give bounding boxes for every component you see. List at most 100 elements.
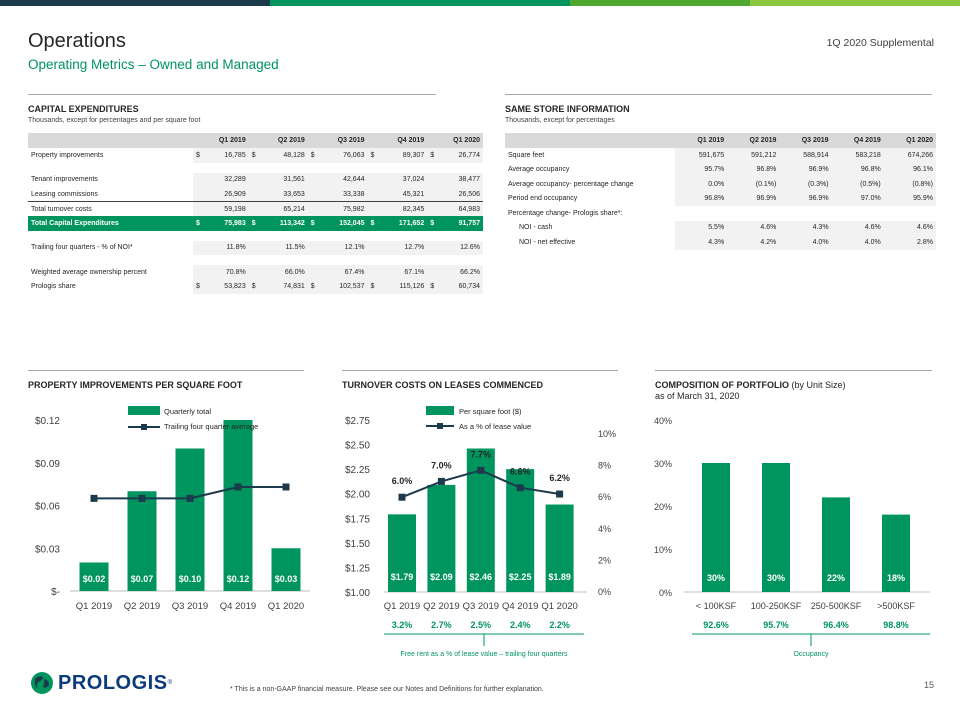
capex-cell: 32,289 bbox=[193, 172, 249, 187]
gap-cell bbox=[28, 231, 193, 241]
bar-value-label: $2.46 bbox=[470, 572, 493, 582]
same-store-cell-value: 96.8% bbox=[704, 195, 725, 203]
capex-cell-value: 171,652 bbox=[398, 219, 425, 227]
free-rent-value: 2.7% bbox=[431, 620, 452, 630]
bar-value-label: $0.02 bbox=[83, 574, 106, 584]
capex-cell-value: 53,823 bbox=[224, 283, 246, 291]
capex-cell: 26,506 bbox=[427, 187, 483, 202]
top-accent-bar bbox=[0, 0, 960, 6]
same-store-cell: 96.8% bbox=[831, 162, 884, 177]
legend-swatch-bar bbox=[128, 406, 160, 415]
capex-cell-value: 33,653 bbox=[283, 190, 305, 198]
x-tick-label: Q2 2019 bbox=[423, 601, 459, 612]
currency-symbol: $ bbox=[251, 219, 256, 227]
same-store-row-label: Square feet bbox=[508, 151, 545, 159]
same-store-cell-value: 591,675 bbox=[698, 151, 725, 159]
y-tick-label: 20% bbox=[654, 502, 672, 512]
capex-cell: 65,214 bbox=[248, 201, 308, 216]
y2-tick-label: 2% bbox=[598, 555, 611, 565]
capex-subheading: Thousands, except for percentages and pe… bbox=[28, 117, 201, 124]
same-store-cell: 4.3% bbox=[779, 220, 832, 235]
bar-value-label: $2.09 bbox=[430, 572, 453, 582]
bar bbox=[762, 463, 790, 592]
y-tick-label: $0.12 bbox=[35, 416, 60, 427]
bar bbox=[427, 484, 456, 592]
capex-row: Total turnover costs 59,198 65,214 75,982 82… bbox=[28, 201, 483, 216]
bar-value-label: $1.79 bbox=[391, 572, 414, 582]
currency-symbol: $ bbox=[310, 151, 315, 159]
y-tick-label: $1.50 bbox=[345, 539, 370, 550]
capex-cell-value: 45,321 bbox=[402, 190, 425, 198]
capex-cell: 75,982 bbox=[307, 201, 368, 216]
capex-cell: 11.5% bbox=[248, 240, 308, 255]
same-store-cell: 4.0% bbox=[779, 235, 832, 250]
same-store-cell-value: 4.0% bbox=[812, 238, 829, 246]
same-store-cell bbox=[675, 206, 727, 221]
bar-value-label: $0.03 bbox=[275, 574, 298, 584]
y-tick-label: $- bbox=[51, 587, 60, 598]
y-tick-label: 10% bbox=[654, 545, 672, 555]
same-store-row-label: Percentage change- Prologis share*: bbox=[508, 209, 623, 217]
same-store-cell bbox=[779, 206, 831, 221]
currency-symbol: $ bbox=[251, 283, 256, 291]
capex-cell-value: 42,644 bbox=[343, 176, 365, 184]
gap-cell bbox=[193, 163, 249, 173]
same-store-row: Percentage change- Prologis share*: bbox=[505, 206, 936, 221]
bar bbox=[271, 548, 301, 591]
line-value-label: 6.0% bbox=[392, 476, 413, 486]
composition-subheading: as of March 31, 2020 bbox=[655, 391, 740, 401]
capex-cell: $16,785 bbox=[193, 148, 249, 163]
same-store-cell-value: 4.3% bbox=[812, 224, 829, 232]
same-store-cell: 2.8% bbox=[883, 235, 936, 250]
gap-cell bbox=[308, 231, 368, 241]
capex-row-label: Property improvements bbox=[31, 151, 104, 159]
same-store-cell-value: 95.9% bbox=[913, 195, 933, 203]
gap-cell bbox=[249, 255, 308, 265]
bar bbox=[388, 514, 416, 592]
capex-cell-value: 75,983 bbox=[224, 219, 246, 227]
same-store-cell-value: 5.5% bbox=[708, 224, 725, 232]
capex-cell-value: 60,734 bbox=[458, 283, 480, 291]
same-store-cell-value: 0.0% bbox=[708, 180, 725, 188]
gap-cell bbox=[193, 255, 249, 265]
line-marker bbox=[234, 483, 242, 491]
turnover-divider bbox=[342, 370, 618, 371]
bar bbox=[545, 504, 574, 592]
same-store-cell: 0.0% bbox=[675, 177, 728, 192]
bar bbox=[822, 497, 850, 592]
same-store-cell: 97.0% bbox=[831, 191, 884, 206]
currency-symbol: $ bbox=[196, 151, 200, 159]
line-marker bbox=[477, 466, 485, 474]
same-store-divider bbox=[505, 94, 932, 95]
bar bbox=[702, 463, 730, 592]
same-store-column-header: Q2 2019 bbox=[727, 133, 780, 148]
currency-symbol: $ bbox=[370, 219, 375, 227]
capex-cell: 59,198 bbox=[193, 201, 249, 216]
same-store-cell bbox=[832, 206, 884, 221]
same-store-cell: 96.9% bbox=[779, 162, 832, 177]
same-store-row-label: NOI - net effective bbox=[519, 238, 576, 246]
gap-cell bbox=[249, 163, 308, 173]
capex-cell: 66.0% bbox=[248, 265, 308, 280]
line-marker bbox=[516, 484, 524, 492]
currency-symbol: $ bbox=[370, 283, 375, 291]
same-store-cell-value: 96.9% bbox=[756, 195, 777, 203]
capex-cell: 45,321 bbox=[367, 187, 428, 202]
capex-cell: $91,757 bbox=[427, 216, 483, 231]
legend-label-line: As a % of lease value bbox=[459, 422, 531, 431]
bar-value-label: $0.10 bbox=[179, 574, 202, 584]
x-tick-label: < 100KSF bbox=[696, 601, 737, 611]
capex-row: Tenant improvements 32,289 31,561 42,644 37,… bbox=[28, 172, 483, 187]
gap-cell bbox=[368, 163, 428, 173]
composition-divider bbox=[655, 370, 932, 371]
x-tick-label: Q4 2019 bbox=[220, 601, 256, 612]
capex-heading: CAPITAL EXPENDITURES bbox=[28, 104, 139, 114]
capex-cell: $171,652 bbox=[367, 216, 428, 231]
same-store-table: Q1 2019 Q2 2019 Q3 2019 Q4 2019 Q1 2020 Squar… bbox=[505, 133, 936, 250]
logo-wordmark: PROLOGIS bbox=[58, 671, 168, 694]
same-store-heading: SAME STORE INFORMATION bbox=[505, 104, 630, 114]
capex-cell: 64,983 bbox=[427, 201, 483, 216]
same-store-cell: 583,218 bbox=[831, 148, 884, 163]
footnote: * This is a non-GAAP financial measure. … bbox=[230, 686, 544, 693]
free-rent-value: 2.2% bbox=[549, 620, 570, 630]
